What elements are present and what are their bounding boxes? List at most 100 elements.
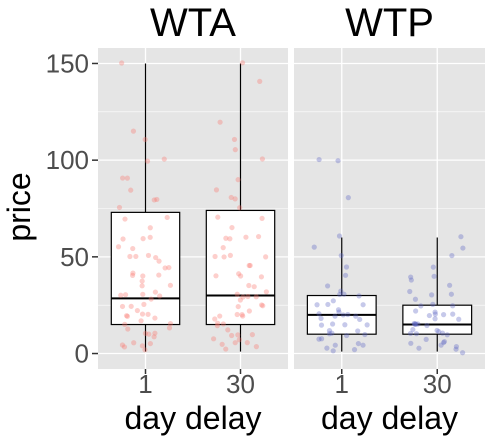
data-point bbox=[429, 292, 435, 298]
data-point bbox=[263, 254, 269, 260]
facet-title: WTA bbox=[150, 1, 236, 45]
data-point bbox=[423, 336, 429, 343]
data-point bbox=[344, 332, 350, 339]
data-point bbox=[115, 244, 122, 250]
data-point bbox=[152, 330, 158, 336]
data-point bbox=[410, 326, 416, 333]
data-point bbox=[341, 291, 347, 297]
data-point bbox=[236, 337, 242, 343]
data-point bbox=[167, 282, 174, 288]
data-point bbox=[324, 345, 330, 351]
data-point bbox=[122, 292, 129, 298]
data-point bbox=[213, 273, 219, 279]
data-point bbox=[229, 224, 235, 231]
data-point bbox=[127, 253, 133, 260]
data-point bbox=[238, 273, 244, 279]
data-point bbox=[318, 315, 324, 321]
data-point bbox=[460, 245, 466, 251]
data-point bbox=[138, 318, 144, 324]
data-point bbox=[318, 322, 325, 328]
data-point bbox=[418, 303, 424, 309]
data-point bbox=[342, 272, 349, 278]
data-point bbox=[259, 302, 265, 308]
data-point bbox=[225, 327, 231, 333]
data-point bbox=[449, 252, 455, 259]
data-point bbox=[412, 321, 418, 327]
data-point bbox=[336, 233, 343, 239]
data-point bbox=[120, 236, 126, 242]
data-point bbox=[130, 128, 137, 134]
data-point bbox=[119, 342, 126, 348]
box bbox=[205, 209, 276, 326]
data-point bbox=[152, 315, 158, 321]
data-point bbox=[139, 278, 145, 284]
data-point bbox=[167, 320, 174, 327]
data-point bbox=[258, 274, 265, 280]
data-point bbox=[239, 312, 245, 318]
data-point bbox=[212, 316, 218, 322]
data-point bbox=[139, 283, 145, 289]
data-point bbox=[166, 264, 172, 271]
facet-title: WTP bbox=[345, 1, 434, 45]
x-axis-title: day delay bbox=[321, 400, 458, 436]
data-point bbox=[119, 60, 125, 66]
data-point bbox=[245, 293, 251, 300]
data-point bbox=[122, 321, 128, 327]
data-point bbox=[122, 216, 128, 222]
data-point bbox=[316, 311, 322, 317]
data-point bbox=[325, 301, 331, 308]
data-point bbox=[139, 343, 145, 349]
data-point bbox=[432, 316, 438, 322]
data-point bbox=[237, 297, 243, 303]
data-point bbox=[240, 294, 246, 300]
data-point bbox=[338, 288, 344, 294]
data-point bbox=[440, 312, 447, 318]
data-point bbox=[413, 308, 419, 314]
data-point bbox=[227, 236, 233, 242]
x-tick-label: 1 bbox=[335, 369, 349, 399]
data-point bbox=[131, 340, 137, 346]
data-point bbox=[153, 254, 159, 261]
data-point bbox=[154, 196, 160, 203]
data-point bbox=[124, 313, 131, 319]
data-point bbox=[439, 330, 446, 336]
data-point bbox=[215, 320, 221, 326]
data-point bbox=[128, 303, 134, 309]
data-point bbox=[234, 291, 240, 297]
data-point bbox=[232, 147, 238, 153]
data-point bbox=[408, 277, 414, 283]
data-point bbox=[319, 336, 325, 342]
data-point bbox=[147, 340, 153, 347]
data-point bbox=[338, 253, 344, 259]
data-point bbox=[246, 262, 252, 269]
data-point bbox=[412, 296, 419, 302]
data-point bbox=[407, 330, 414, 337]
data-point bbox=[432, 311, 438, 317]
data-point bbox=[332, 342, 338, 348]
y-axis-title: price bbox=[1, 172, 37, 241]
data-point bbox=[151, 334, 157, 340]
data-point bbox=[142, 347, 148, 353]
data-point bbox=[229, 332, 235, 339]
data-point bbox=[326, 331, 333, 337]
data-point bbox=[145, 311, 151, 317]
data-point bbox=[314, 302, 320, 308]
data-point bbox=[257, 78, 263, 84]
data-point bbox=[345, 195, 351, 201]
data-point bbox=[235, 177, 241, 183]
data-point bbox=[223, 346, 229, 352]
data-point bbox=[151, 197, 157, 203]
data-point bbox=[355, 340, 361, 347]
data-point bbox=[430, 264, 436, 270]
data-point bbox=[342, 322, 348, 328]
data-point bbox=[144, 158, 151, 164]
data-point bbox=[436, 329, 442, 335]
data-point bbox=[340, 312, 346, 318]
data-point bbox=[351, 347, 358, 353]
data-point bbox=[263, 289, 269, 295]
data-point bbox=[364, 322, 370, 328]
x-tick-label: 1 bbox=[138, 369, 152, 399]
data-point bbox=[458, 234, 464, 240]
